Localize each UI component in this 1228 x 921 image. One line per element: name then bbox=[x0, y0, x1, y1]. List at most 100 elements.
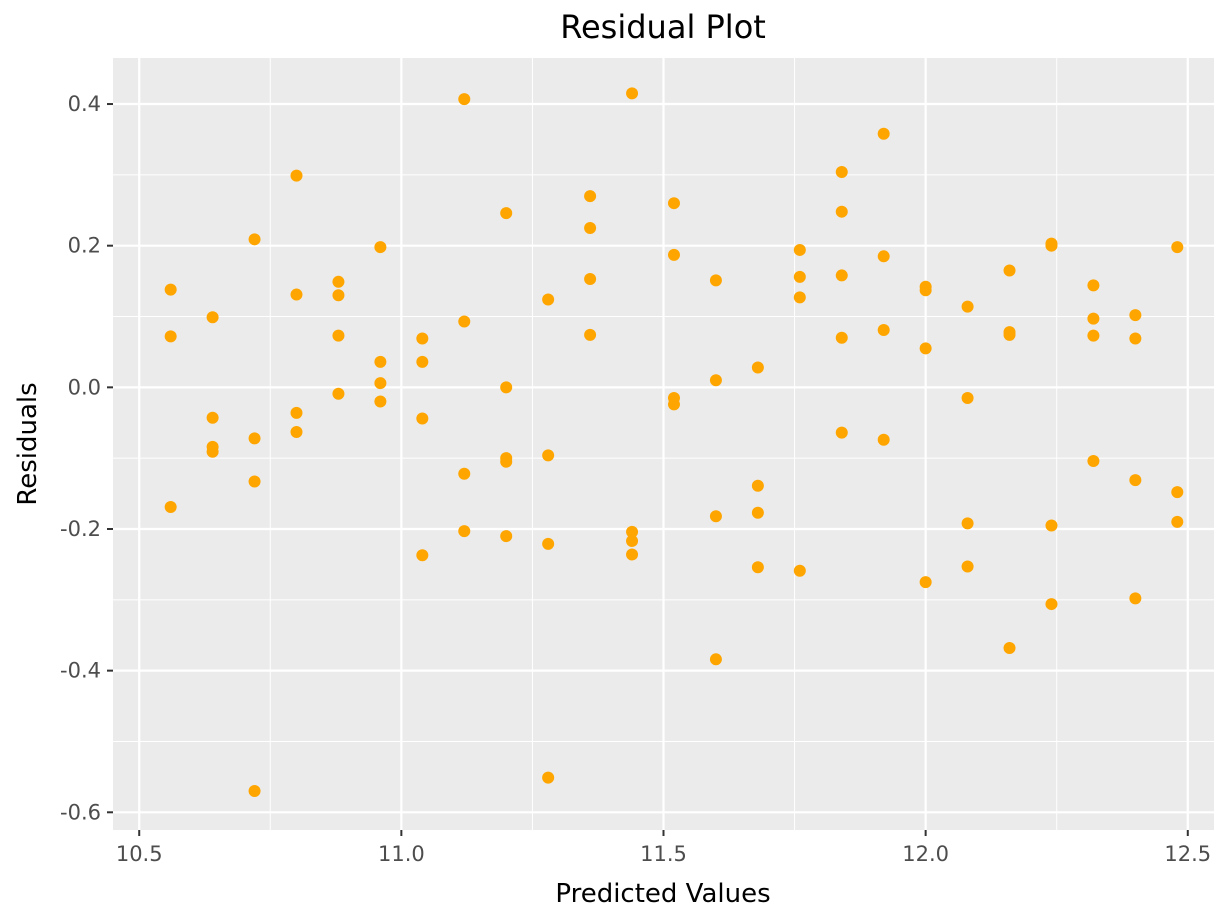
data-point bbox=[584, 190, 597, 203]
x-tick-label: 11.5 bbox=[640, 842, 687, 866]
data-point bbox=[416, 332, 429, 345]
data-point bbox=[1087, 312, 1100, 325]
x-tick-label: 11.0 bbox=[378, 842, 425, 866]
y-tick-label: -0.6 bbox=[60, 800, 101, 824]
data-point bbox=[1171, 486, 1184, 499]
x-tick-label: 12.5 bbox=[1164, 842, 1211, 866]
data-point bbox=[709, 653, 722, 666]
data-point bbox=[919, 576, 932, 589]
x-tick-label: 12.0 bbox=[902, 842, 949, 866]
data-point bbox=[542, 449, 555, 462]
data-point bbox=[542, 771, 555, 784]
data-point bbox=[961, 517, 974, 530]
data-point bbox=[835, 269, 848, 282]
data-point bbox=[1087, 454, 1100, 467]
data-point bbox=[1087, 279, 1100, 292]
data-point bbox=[290, 169, 303, 182]
data-point bbox=[877, 433, 890, 446]
data-point bbox=[709, 374, 722, 387]
data-points bbox=[164, 87, 1184, 798]
data-point bbox=[1129, 309, 1142, 322]
data-point bbox=[835, 426, 848, 439]
data-point bbox=[584, 328, 597, 341]
data-point bbox=[1045, 598, 1058, 611]
data-point bbox=[1087, 329, 1100, 342]
data-point bbox=[332, 289, 345, 302]
data-point bbox=[374, 241, 387, 254]
data-point bbox=[1045, 239, 1058, 252]
data-point bbox=[332, 275, 345, 288]
data-point bbox=[458, 93, 471, 106]
data-point bbox=[416, 355, 429, 368]
data-point bbox=[961, 300, 974, 313]
data-point bbox=[751, 561, 764, 574]
data-point bbox=[626, 525, 639, 538]
data-point bbox=[709, 510, 722, 523]
data-point bbox=[626, 535, 639, 548]
chart-title: Residual Plot bbox=[560, 8, 766, 46]
y-axis-title: Residuals bbox=[13, 382, 43, 505]
x-axis-ticks: 10.5 11.0 11.5 12.0 12.5 bbox=[116, 830, 1211, 866]
data-point bbox=[793, 564, 806, 577]
data-point bbox=[1045, 519, 1058, 532]
data-point bbox=[667, 197, 680, 210]
data-point bbox=[500, 207, 513, 220]
data-point bbox=[793, 243, 806, 256]
data-point bbox=[961, 391, 974, 404]
data-point bbox=[332, 387, 345, 400]
data-point bbox=[374, 377, 387, 390]
data-point bbox=[751, 361, 764, 374]
data-point bbox=[1003, 328, 1016, 341]
data-point bbox=[919, 284, 932, 297]
data-point bbox=[667, 398, 680, 411]
data-point bbox=[584, 272, 597, 285]
y-tick-label: 0.0 bbox=[68, 375, 101, 399]
data-point bbox=[416, 549, 429, 562]
data-point bbox=[206, 445, 219, 458]
data-point bbox=[877, 127, 890, 140]
data-point bbox=[667, 248, 680, 261]
data-point bbox=[290, 406, 303, 419]
data-point bbox=[458, 467, 471, 480]
data-point bbox=[164, 283, 177, 296]
data-point bbox=[751, 506, 764, 519]
data-point bbox=[374, 395, 387, 408]
data-point bbox=[500, 530, 513, 543]
data-point bbox=[877, 250, 890, 263]
data-point bbox=[1003, 641, 1016, 654]
data-point bbox=[542, 537, 555, 550]
data-point bbox=[164, 501, 177, 514]
data-point bbox=[500, 455, 513, 468]
data-point bbox=[626, 87, 639, 100]
data-point bbox=[835, 205, 848, 218]
data-point bbox=[1003, 264, 1016, 277]
data-point bbox=[1129, 332, 1142, 345]
data-point bbox=[164, 330, 177, 343]
data-point bbox=[1129, 592, 1142, 605]
data-point bbox=[248, 475, 261, 488]
data-point bbox=[458, 315, 471, 328]
y-tick-label: -0.2 bbox=[60, 517, 101, 541]
data-point bbox=[248, 233, 261, 246]
data-point bbox=[500, 381, 513, 394]
data-point bbox=[751, 479, 764, 492]
data-point bbox=[835, 331, 848, 344]
data-point bbox=[793, 291, 806, 304]
x-tick-label: 10.5 bbox=[116, 842, 163, 866]
data-point bbox=[248, 785, 261, 798]
data-point bbox=[1171, 515, 1184, 528]
data-point bbox=[290, 425, 303, 438]
data-point bbox=[416, 412, 429, 425]
x-axis-title: Predicted Values bbox=[555, 879, 770, 909]
data-point bbox=[919, 342, 932, 355]
y-tick-label: 0.4 bbox=[68, 92, 101, 116]
data-point bbox=[709, 274, 722, 287]
y-axis-ticks: -0.6 -0.4 -0.2 0.0 0.2 0.4 bbox=[60, 92, 113, 824]
data-point bbox=[793, 270, 806, 283]
data-point bbox=[290, 288, 303, 301]
data-point bbox=[458, 525, 471, 538]
data-point bbox=[877, 323, 890, 336]
data-point bbox=[206, 411, 219, 424]
